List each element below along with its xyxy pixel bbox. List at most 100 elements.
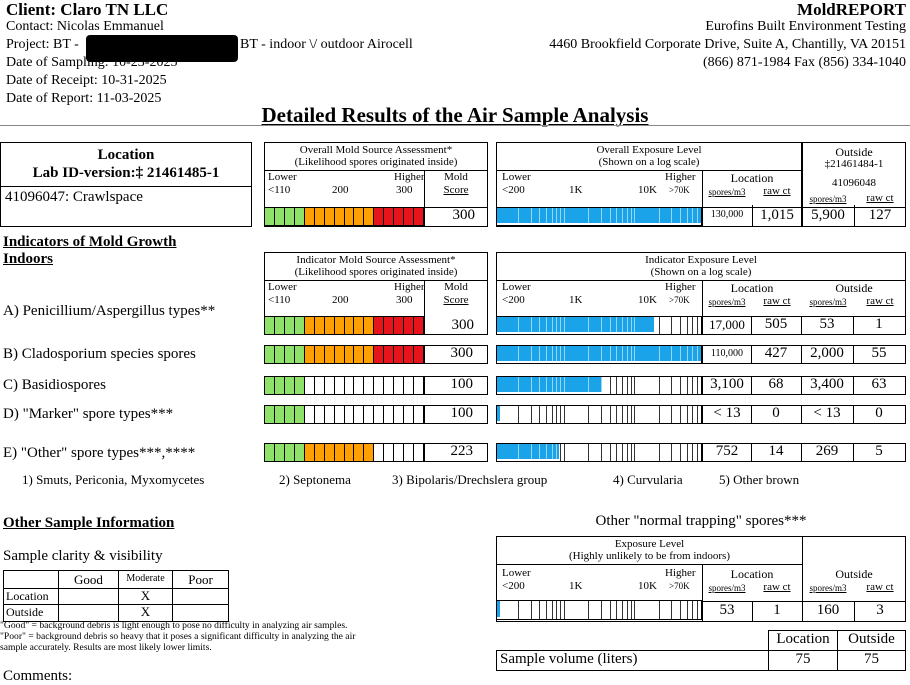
log-tick: [546, 317, 548, 334]
source-bar-segment: [354, 406, 365, 423]
raw-label: raw ct: [866, 581, 894, 593]
other-info-heading: Other Sample Information: [3, 515, 175, 531]
source-bar-segment: [394, 346, 405, 363]
outside-raw-value: 3: [876, 602, 884, 618]
log-tick: [530, 601, 532, 619]
tick-label: 300: [396, 294, 413, 306]
indicator-exposure-subtitle: (Shown on a log scale): [650, 266, 752, 278]
lower-label: Lower: [502, 171, 531, 183]
outside-spores-value: 2,000: [810, 345, 844, 361]
source-bar-segment: [315, 377, 325, 394]
log-tick: [560, 208, 562, 225]
log-tick: [588, 377, 590, 394]
log-tick: [546, 208, 548, 225]
indicator-source-bar: [264, 376, 424, 395]
source-bar-segment: [344, 208, 355, 225]
indicator-row-label: E) "Other" spore types***,****: [3, 445, 196, 461]
normal-trapping-box: Exposure Level (Highly unlikely to be fr…: [496, 536, 906, 622]
location-label: Location: [97, 147, 155, 163]
outside-lab-id: ‡21461484-1: [824, 158, 884, 170]
company-name: Eurofins Built Environment Testing: [705, 19, 906, 34]
tick-label: <110: [268, 294, 291, 306]
indicator-exposure-bar: [496, 443, 702, 462]
source-bar-segment: [305, 406, 315, 423]
source-bar-segment: [294, 406, 305, 423]
tick-label: 10K: [638, 580, 657, 592]
outside-raw-value: 1: [875, 316, 883, 332]
sample-name: 41096047: Crawlspace: [5, 189, 143, 205]
exposure-fill: [497, 377, 602, 392]
log-tick: [658, 317, 660, 334]
score-label: Score: [443, 184, 469, 196]
source-bar-segment: [265, 377, 275, 394]
log-tick: [556, 317, 558, 334]
source-bar-segment: [374, 377, 385, 394]
log-tick: [621, 208, 623, 225]
log-tick: [564, 208, 566, 225]
log-tick: [546, 406, 548, 423]
indicator-source-bar: [264, 316, 424, 335]
log-tick: [609, 377, 611, 394]
source-bar-segment: [284, 346, 295, 363]
log-tick: [609, 444, 611, 461]
location-spores-value: 53: [719, 602, 735, 618]
source-bar-segment: [284, 317, 295, 334]
source-bar-segment: [274, 208, 285, 225]
source-bar-segment: [414, 377, 423, 394]
indicator-values-row: 3,100 68 3,400 63: [702, 376, 906, 395]
log-tick: [692, 317, 694, 334]
log-tick: [518, 208, 520, 225]
overall-source-bar: [264, 207, 424, 226]
source-bar-segment: [335, 377, 345, 394]
volume-row: Sample volume (liters) 75 75: [496, 650, 906, 671]
log-tick: [686, 601, 688, 619]
log-tick: [600, 406, 602, 423]
log-tick: [560, 317, 562, 334]
log-tick: [696, 346, 698, 363]
log-tick: [530, 346, 532, 363]
raw-label: raw ct: [866, 295, 894, 307]
log-tick: [560, 346, 562, 363]
source-bar-segment: [274, 444, 285, 461]
log-tick: [696, 377, 698, 394]
log-tick: [621, 406, 623, 423]
other-type-5: 5) Other brown: [719, 472, 800, 487]
outside-spores-value: < 13: [813, 405, 841, 421]
other-type-1: 1) Smuts, Periconia, Myxomycetes: [22, 472, 205, 487]
tick-label: >70K: [669, 185, 690, 195]
source-bar-segment: [344, 346, 355, 363]
overall-exposure-subtitle: (Shown on a log scale): [598, 156, 700, 168]
divider: [0, 125, 910, 126]
source-bar-segment: [344, 317, 355, 334]
other-type-2: 2) Septonema: [279, 472, 351, 487]
volume-label: Sample volume (liters): [500, 651, 638, 667]
log-tick: [686, 406, 688, 423]
log-tick: [658, 444, 660, 461]
location-raw-value: 68: [768, 376, 784, 392]
log-tick: [518, 406, 520, 423]
location-spores-value: < 13: [713, 405, 741, 421]
location-raw-value: 1: [773, 602, 781, 618]
contact: Contact: Nicolas Emmanuel: [6, 19, 164, 34]
normal-exposure-title: Exposure Level: [614, 538, 685, 550]
indicators-heading-2: Indoors: [3, 251, 54, 267]
log-tick: [588, 406, 590, 423]
indicator-score: 100: [450, 405, 474, 421]
outside-spores-value: 5,900: [811, 207, 845, 223]
overall-source-subtitle: (Likelihood spores originated inside): [294, 156, 458, 168]
source-bar-segment: [384, 444, 395, 461]
location-col-label: Location: [730, 567, 774, 581]
source-bar-segment: [265, 208, 275, 225]
log-tick: [621, 444, 623, 461]
log-tick: [539, 317, 541, 334]
source-bar-segment: [305, 377, 315, 394]
spores-label: spores/m3: [708, 297, 746, 307]
source-bar-segment: [394, 317, 405, 334]
log-tick: [546, 601, 548, 619]
raw-label: raw ct: [763, 185, 791, 197]
source-bar-segment: [364, 346, 375, 363]
source-bar-segment: [274, 406, 285, 423]
source-bar-segment: [284, 208, 295, 225]
log-tick: [530, 208, 532, 225]
log-tick: [696, 444, 698, 461]
